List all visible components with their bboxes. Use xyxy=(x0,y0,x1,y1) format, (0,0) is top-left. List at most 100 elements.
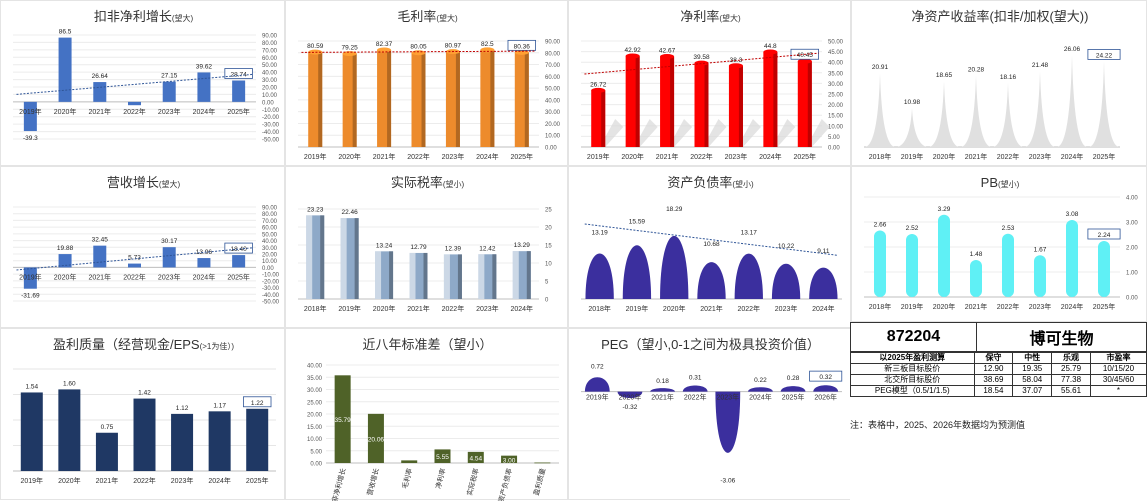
chart-svg: 净利率(望大) 50.00 45.00 40.00 35.00 30.00 25.00 20.… xyxy=(581,9,844,161)
y-tick-label: 25 xyxy=(545,208,552,214)
area-spike xyxy=(993,82,1023,147)
value-label-box xyxy=(809,370,843,382)
bar-side xyxy=(320,215,325,299)
x-tick-label: 2022年 xyxy=(997,302,1020,311)
y-tick-label: 20.00 xyxy=(828,103,844,109)
value-label: 80.36 xyxy=(514,43,531,50)
value-label-box xyxy=(1087,49,1121,60)
chart-panel-gross-margin: 毛利率(望大) 90.00 80.00 70.00 60.00 50.00 40.00 30.… xyxy=(285,0,568,166)
value-label: 1.22 xyxy=(251,400,264,407)
area-dome xyxy=(650,388,675,392)
trendline xyxy=(301,50,536,53)
bar xyxy=(1066,220,1078,297)
y-tick-label: 5.00 xyxy=(310,449,322,455)
bar-shadow xyxy=(708,119,727,147)
bar xyxy=(162,81,176,102)
bar-shadow xyxy=(605,119,624,147)
value-label: 12.42 xyxy=(479,245,496,252)
valuation-header-cell: 中性 xyxy=(1012,352,1053,364)
bar-side xyxy=(318,52,323,148)
value-label: 80.59 xyxy=(307,43,324,50)
x-tick-label: 盈利质量 xyxy=(531,467,547,496)
y-tick-label: 0.00 xyxy=(262,100,274,106)
table-cell: 北交所目标股价 xyxy=(850,374,975,386)
value-label: 21.48 xyxy=(1032,62,1049,69)
x-tick-label: 2024年 xyxy=(1061,302,1084,311)
x-tick-label: 2023年 xyxy=(171,476,194,485)
bar-cap xyxy=(411,50,426,56)
value-label: 18.40 xyxy=(231,246,248,253)
chart-title: PEG（望小,0-1之间为极具投资价值） xyxy=(601,337,820,352)
y-tick-label: 10.00 xyxy=(262,259,278,265)
x-tick-label: 2020年 xyxy=(933,302,956,311)
chart-panel-net-margin: 净利率(望大) 50.00 45.00 40.00 35.00 30.00 25.00 20.… xyxy=(568,0,851,166)
value-label: 35.79 xyxy=(335,417,352,424)
x-tick-label: 2023年 xyxy=(158,272,181,281)
x-tick-label: 2024年 xyxy=(759,152,782,161)
value-label: 13.24 xyxy=(376,242,393,249)
y-tick-label: 20.00 xyxy=(307,413,323,419)
y-tick-label: -10.00 xyxy=(262,273,280,279)
chart-panel-kf-profit-growth: 扣非净利增长(望大) 90.00 80.00 70.00 60.00 50.00 40.00… xyxy=(0,0,285,166)
y-tick-label: 3.00 xyxy=(1126,221,1138,227)
x-tick-label: 2019年 xyxy=(19,272,42,281)
table-cell: 12.90 xyxy=(973,363,1014,375)
area-dome xyxy=(622,245,652,299)
x-tick-label: 2026年 xyxy=(814,393,837,402)
chart-title: PB(望小) xyxy=(981,175,1020,190)
value-label: 0.28 xyxy=(787,375,800,382)
area-dome xyxy=(617,391,643,399)
value-label: 23.23 xyxy=(307,206,324,213)
y-tick-label: 25.00 xyxy=(828,93,844,99)
x-tick-label: 2018年 xyxy=(869,302,892,311)
table-cell: 38.69 xyxy=(973,374,1014,386)
y-tick-label: 35.00 xyxy=(307,376,323,382)
bar-cap xyxy=(377,47,392,53)
value-label: 1.67 xyxy=(1034,246,1047,253)
bar-cap xyxy=(625,53,640,59)
bar-highlight xyxy=(512,251,519,299)
value-label: 24.22 xyxy=(1096,52,1113,59)
y-tick-label: -50.00 xyxy=(262,300,280,306)
y-tick-label: -40.00 xyxy=(262,293,280,299)
value-label: 42.92 xyxy=(625,47,642,54)
chart-title: 净资产收益率(扣非/加权(望大)) xyxy=(912,9,1089,24)
bar xyxy=(58,254,72,268)
bar-shadow xyxy=(639,119,658,147)
x-tick-label: 2024年 xyxy=(749,393,772,402)
table-cell: 新三板目标股价 xyxy=(850,363,975,375)
area-dome xyxy=(809,267,838,299)
y-tick-label: -50.00 xyxy=(262,138,280,144)
value-label: 19.88 xyxy=(57,245,74,252)
bar-highlight xyxy=(409,252,416,299)
x-tick-label: 2024年 xyxy=(812,304,835,313)
x-tick-label: 2021年 xyxy=(88,107,111,116)
bar xyxy=(197,258,211,268)
x-tick-label: 2018年 xyxy=(869,152,892,161)
value-label: 2.66 xyxy=(874,222,887,229)
valuation-table: 以2025年盈利测算 保守 中性 乐观 市盈率 新三板目标股价 12.90 19… xyxy=(850,352,1147,397)
x-tick-label: 2022年 xyxy=(123,272,146,281)
y-tick-label: 50.00 xyxy=(545,87,561,93)
value-label-box xyxy=(243,396,272,408)
x-tick-label: 2022年 xyxy=(684,393,707,402)
value-label: 39.58 xyxy=(693,54,710,61)
area-dome xyxy=(734,253,763,299)
x-tick-label: 2021年 xyxy=(651,393,674,402)
x-tick-label: 2019年 xyxy=(20,476,43,485)
value-label: 1.17 xyxy=(213,402,226,409)
x-tick-label: 资产负债率 xyxy=(496,467,514,501)
value-label: 13.96 xyxy=(196,249,213,256)
x-tick-label: 2022年 xyxy=(407,152,430,161)
y-tick-label: 5 xyxy=(545,280,549,286)
y-tick-label: 20.00 xyxy=(262,86,278,92)
area-spike xyxy=(865,73,895,147)
bar xyxy=(434,449,451,463)
y-tick-label: 0.00 xyxy=(1126,296,1138,302)
y-tick-label: 40.00 xyxy=(545,98,561,104)
bar-side xyxy=(807,61,812,147)
bar xyxy=(334,375,351,463)
table-cell: 25.79 xyxy=(1051,363,1091,375)
value-label: 26.06 xyxy=(1064,46,1081,53)
